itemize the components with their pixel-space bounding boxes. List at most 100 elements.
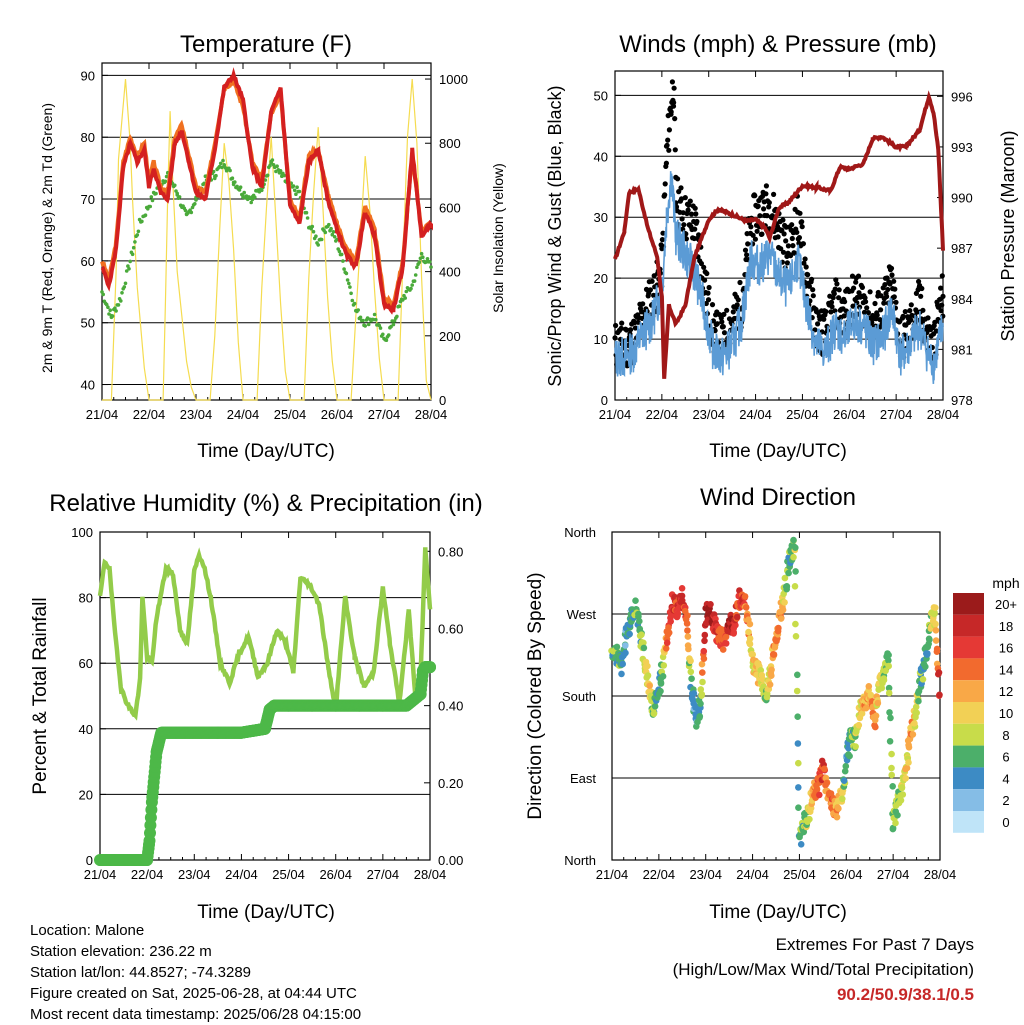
direction-point: [699, 678, 706, 686]
dewpoint-point: [260, 188, 264, 193]
wind-ytick-label: 30: [594, 210, 608, 225]
temp-xtick-label: 27/04: [368, 407, 401, 422]
gust-point: [662, 192, 668, 198]
direction-point: [833, 813, 841, 821]
direction-point: [700, 647, 708, 655]
dir-xtick-label: 26/04: [830, 867, 863, 882]
dewpoint-point: [119, 299, 123, 303]
direction-panel: Wind Direction Direction (Colored By Spe…: [525, 484, 1020, 923]
dir-ytick-label: West: [567, 607, 597, 622]
direction-point: [660, 662, 668, 669]
gust-point: [705, 290, 711, 296]
pressure-ytick-label: 981: [951, 342, 973, 357]
temp-xtick-label: 21/04: [86, 407, 119, 422]
direction-point: [701, 637, 708, 645]
humidity-title: Relative Humidity (%) & Precipitation (i…: [49, 490, 482, 517]
dewpoint-point: [211, 169, 216, 174]
dewpoint-point: [409, 286, 413, 291]
direction-point: [913, 709, 920, 717]
wind-ytick-label: 40: [594, 149, 608, 164]
direction-point: [791, 583, 799, 590]
gust-point: [802, 256, 808, 262]
direction-point: [794, 740, 802, 747]
gust-point: [635, 319, 641, 325]
direction-point: [746, 635, 754, 642]
pressure-ytick-label: 990: [951, 191, 973, 206]
wind-xtick-label: 21/04: [599, 407, 632, 422]
dir-ytick-label: North: [564, 525, 596, 540]
gust-point: [800, 241, 807, 247]
dewpoint-point: [126, 264, 130, 268]
dewpoint-point: [114, 309, 118, 313]
direction-point: [657, 687, 664, 695]
gust-point: [714, 321, 720, 327]
gust-point: [730, 309, 736, 315]
dewpoint-point: [429, 265, 433, 269]
gust-point: [671, 100, 677, 106]
direction-point: [768, 666, 775, 674]
gust-point: [719, 319, 725, 325]
gust-point: [686, 202, 692, 208]
gust-point: [735, 297, 741, 303]
dewpoint-point: [295, 185, 299, 189]
speed-legend-label: 18: [999, 619, 1013, 634]
gust-point: [853, 279, 859, 285]
direction-point: [650, 710, 658, 717]
dewpoint-point: [238, 185, 243, 189]
rh-ytick-label: 20: [79, 787, 93, 802]
temperature-title: Temperature (F): [180, 31, 352, 58]
direction-point: [872, 723, 879, 731]
gust-point: [810, 293, 816, 299]
gust-point: [889, 272, 895, 278]
direction-point: [932, 604, 939, 611]
direction-point: [898, 784, 906, 791]
gust-point: [763, 183, 770, 189]
direction-point: [792, 544, 799, 551]
direction-point: [823, 779, 831, 787]
dewpoint-point: [128, 259, 132, 264]
dewpoint-point: [265, 173, 270, 178]
rh-xtick-label: 25/04: [272, 867, 305, 882]
direction-point: [618, 670, 625, 678]
rh-xtick-label: 21/04: [84, 867, 117, 882]
gust-point: [885, 286, 891, 293]
direction-point: [855, 721, 863, 729]
gust-point: [759, 231, 765, 237]
dewpoint-point: [378, 326, 383, 330]
station-location: Location: Malone: [30, 922, 145, 939]
speed-legend-label: 14: [999, 662, 1013, 677]
direction-point: [793, 687, 801, 695]
speed-legend-label: 12: [999, 684, 1013, 699]
gust-point: [675, 176, 681, 182]
dir-xtick-label: 24/04: [736, 867, 769, 882]
extremes-heading: Extremes For Past 7 Days: [775, 935, 974, 954]
precip-series: [94, 661, 436, 866]
gust-point: [884, 275, 890, 281]
direction-point: [667, 618, 674, 625]
gust-point: [884, 293, 890, 300]
dewpoint-point: [253, 195, 257, 200]
gust-point: [805, 272, 811, 278]
humidity-xlabel: Time (Day/UTC): [197, 902, 335, 923]
gust-point: [892, 286, 898, 292]
gust-point: [663, 160, 670, 166]
dewpoint-point: [250, 197, 255, 202]
gust-point: [669, 79, 676, 85]
gust-point: [833, 277, 839, 283]
direction-ylabel: Direction (Colored By Speed): [525, 572, 546, 819]
gust-point: [682, 195, 688, 201]
gust-point: [662, 181, 668, 187]
rh-ytick-label: 40: [79, 722, 93, 737]
direction-point: [687, 657, 694, 665]
wind-ytick-label: 0: [601, 393, 608, 408]
gust-point: [789, 235, 795, 242]
direction-point: [698, 691, 706, 698]
direction-point: [845, 744, 852, 752]
gust-point: [664, 142, 670, 148]
dewpoint-point: [337, 249, 342, 254]
pressure-line: [613, 90, 945, 379]
gust-point: [790, 243, 796, 249]
temp-xtick-label: 22/04: [133, 407, 166, 422]
speed-legend-label: 2: [1002, 793, 1009, 808]
gust-point: [694, 218, 700, 225]
